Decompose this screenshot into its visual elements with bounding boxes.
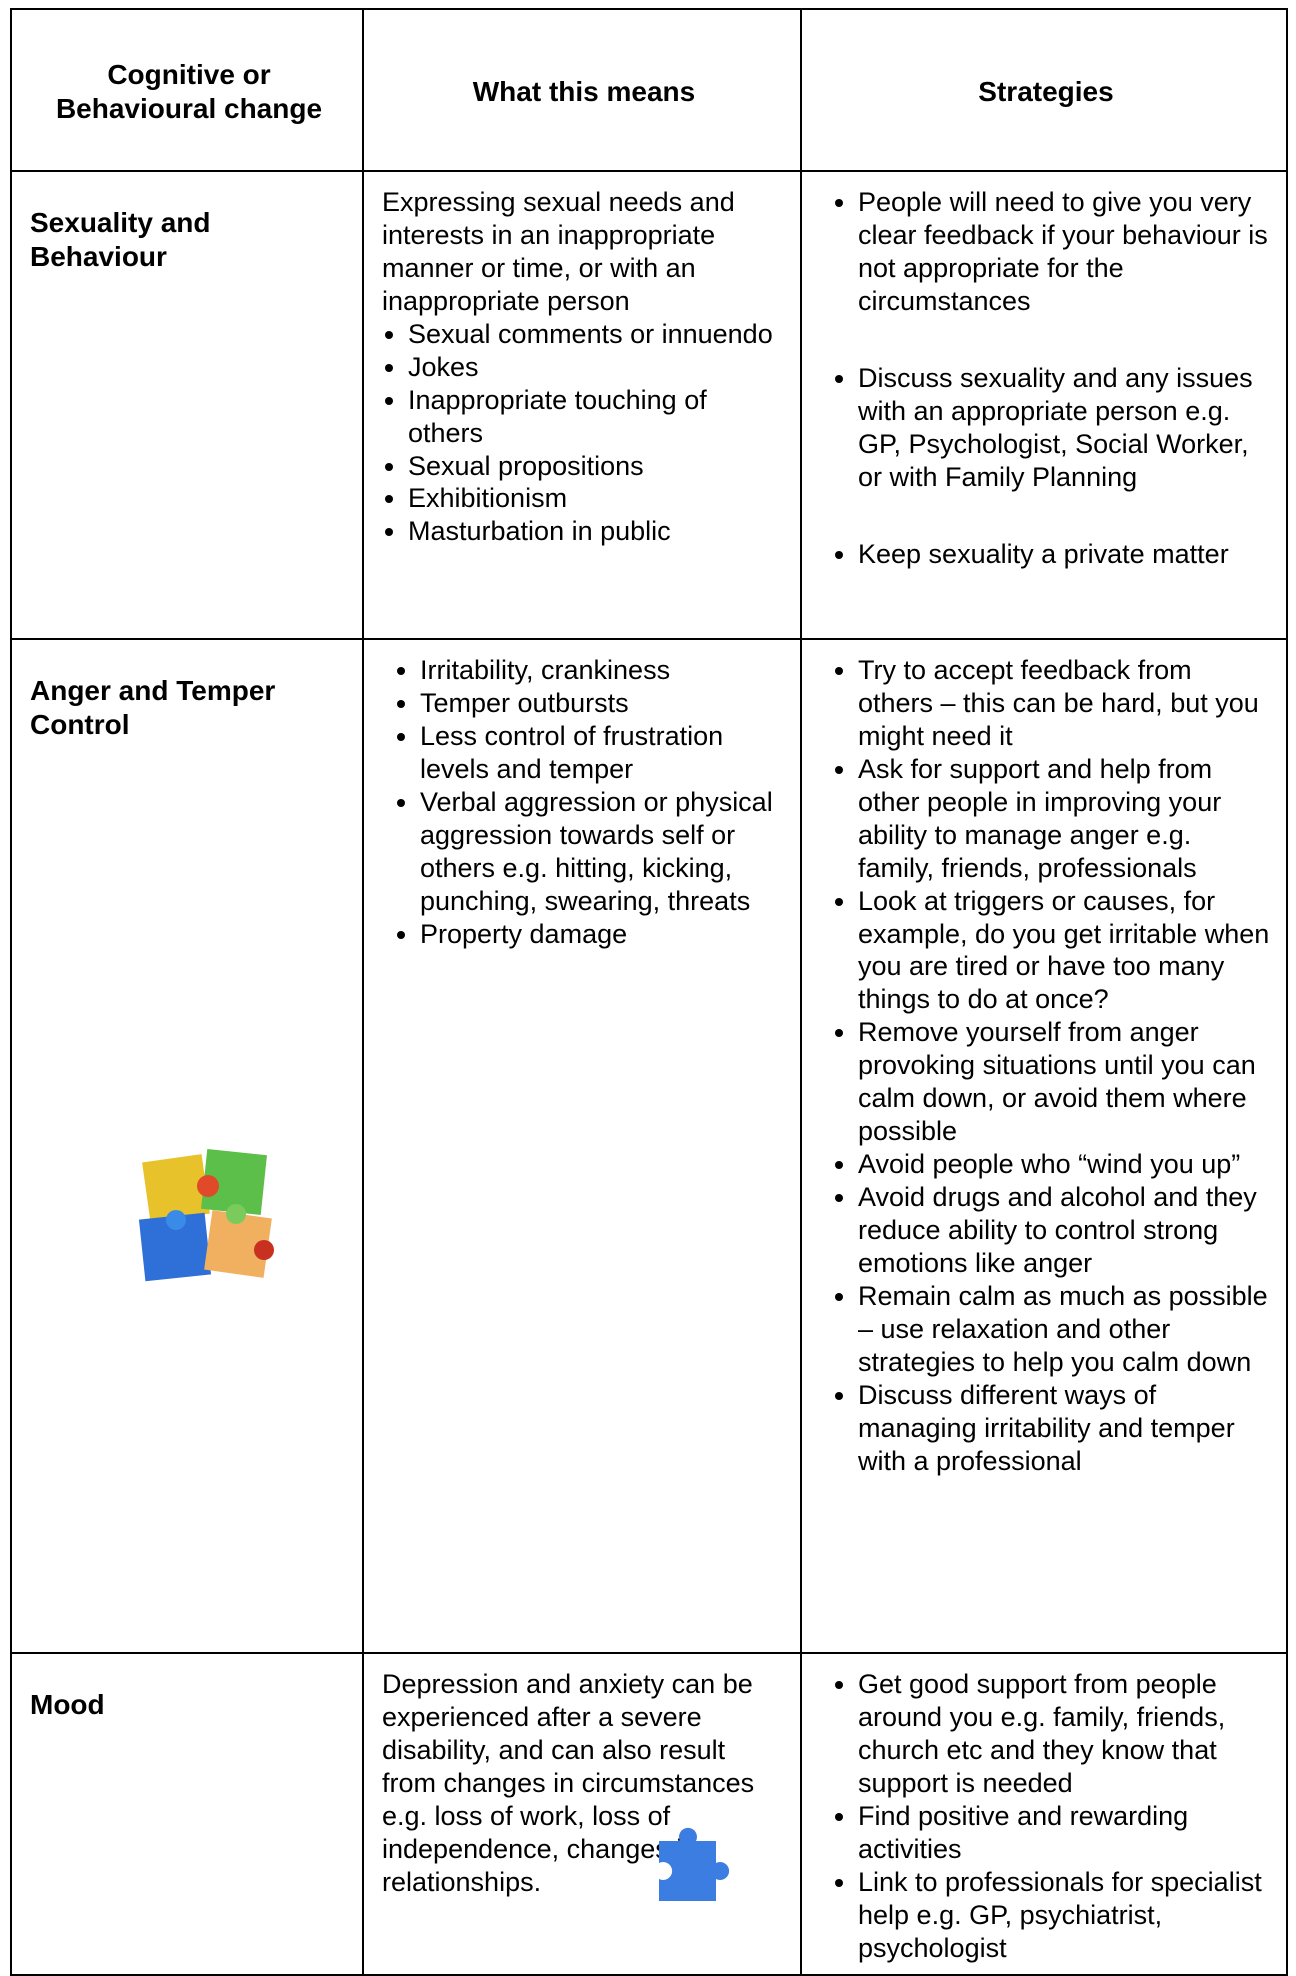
- strategies-list: People will need to give you very clear …: [820, 186, 1272, 570]
- means-item: Irritability, crankiness: [420, 654, 786, 687]
- header-row: Cognitive or Behavioural change What thi…: [10, 8, 1288, 172]
- means-list: Irritability, crankinessTemper outbursts…: [382, 654, 786, 950]
- means-item: Less control of frustration levels and t…: [420, 720, 786, 786]
- strategy-table: Cognitive or Behavioural change What thi…: [10, 8, 1288, 1976]
- puzzle-image: [138, 1149, 274, 1282]
- strategy-item: Remove yourself from anger provoking sit…: [858, 1016, 1272, 1148]
- change-cell: Mood: [10, 1651, 364, 1976]
- strategies-list: Get good support from people around you …: [820, 1668, 1272, 1964]
- strategies-list: Try to accept feedback from others – thi…: [820, 654, 1272, 1477]
- strategies-cell: Get good support from people around you …: [800, 1651, 1288, 1976]
- change-cell: Anger and Temper Control: [10, 638, 364, 1654]
- strategy-item: Look at triggers or causes, for example,…: [858, 885, 1272, 1017]
- strategy-item: Find positive and rewarding activities: [858, 1800, 1272, 1866]
- strategy-item: Ask for support and help from other peop…: [858, 753, 1272, 885]
- strategies-cell: Try to accept feedback from others – thi…: [800, 638, 1288, 1654]
- means-content: Depression and anxiety can be experience…: [382, 1668, 786, 1899]
- means-item: Jokes: [408, 351, 786, 384]
- strategy-item: Avoid drugs and alcohol and they reduce …: [858, 1181, 1272, 1280]
- strategy-item: Remain calm as much as possible – use re…: [858, 1280, 1272, 1379]
- means-item: Inappropriate touching of others: [408, 384, 786, 450]
- strategy-item: Discuss sexuality and any issues with an…: [858, 362, 1272, 494]
- means-cell: Expressing sexual needs and interests in…: [362, 170, 802, 640]
- means-text: Expressing sexual needs and interests in…: [382, 187, 735, 316]
- strategy-item: Avoid people who “wind you up”: [858, 1148, 1272, 1181]
- puzzle-piece-image: [659, 1827, 730, 1901]
- means-item: Property damage: [420, 918, 786, 951]
- means-content: Expressing sexual needs and interests in…: [382, 186, 786, 548]
- table-row: Sexuality and Behaviour Expressing sexua…: [10, 170, 1288, 640]
- means-content: Irritability, crankinessTemper outbursts…: [382, 654, 786, 950]
- means-item: Verbal aggression or physical aggression…: [420, 786, 786, 918]
- strategies-cell: People will need to give you very clear …: [800, 170, 1288, 640]
- means-cell: Depression and anxiety can be experience…: [362, 1651, 802, 1976]
- change-label: Anger and Temper Control: [30, 675, 276, 741]
- strategy-item: Get good support from people around you …: [858, 1668, 1272, 1800]
- header-cell: Strategies: [800, 8, 1288, 172]
- strategy-item: Link to professionals for specialist hel…: [858, 1866, 1272, 1965]
- means-item: Sexual comments or innuendo: [408, 318, 786, 351]
- means-text: Depression and anxiety can be experience…: [382, 1669, 755, 1897]
- means-cell: Irritability, crankinessTemper outbursts…: [362, 638, 802, 1654]
- means-item: Exhibitionism: [408, 482, 786, 515]
- means-item: Temper outbursts: [420, 687, 786, 720]
- header-cell: What this means: [362, 8, 802, 172]
- strategy-item: Try to accept feedback from others – thi…: [858, 654, 1272, 753]
- header-cell: Cognitive or Behavioural change: [10, 8, 364, 172]
- table-row: Anger and Temper Control Irritability, c…: [10, 638, 1288, 1654]
- table-row: Mood Depression and anxiety can be exper…: [10, 1651, 1288, 1976]
- means-item: Masturbation in public: [408, 515, 786, 548]
- strategy-item: Discuss different ways of managing irrit…: [858, 1379, 1272, 1478]
- change-cell: Sexuality and Behaviour: [10, 170, 364, 640]
- means-item: Sexual propositions: [408, 450, 786, 483]
- page: Cognitive or Behavioural change What thi…: [0, 0, 1296, 1924]
- strategy-item: People will need to give you very clear …: [858, 186, 1272, 318]
- means-list: Sexual comments or innuendoJokesInapprop…: [382, 318, 786, 549]
- strategy-item: Keep sexuality a private matter: [858, 538, 1272, 571]
